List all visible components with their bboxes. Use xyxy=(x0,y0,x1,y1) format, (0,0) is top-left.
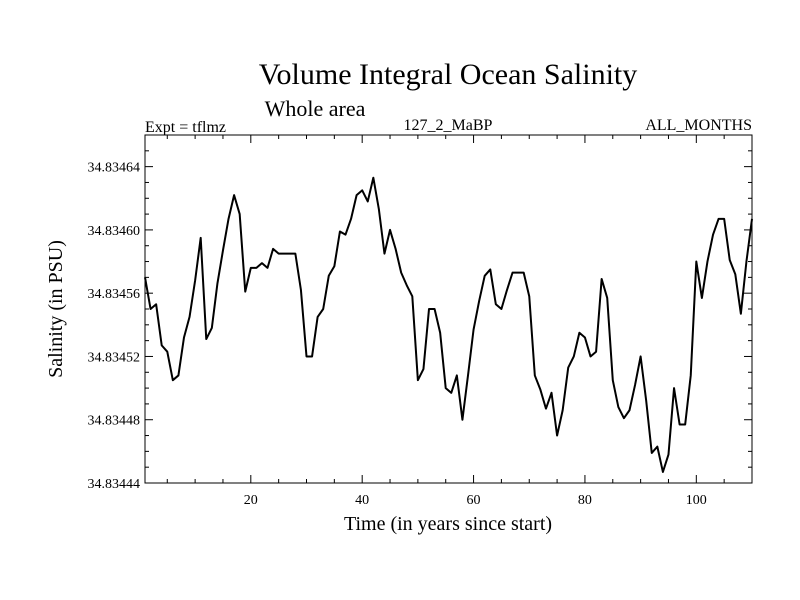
y-tick-label: 34.83460 xyxy=(88,224,141,239)
x-tick-label: 20 xyxy=(244,493,258,508)
salinity-series-line xyxy=(144,176,753,473)
x-tick-label: 40 xyxy=(355,493,369,508)
y-axis-label: Salinity (in PSU) xyxy=(45,240,67,378)
x-axis: 20 40 60 80 100 xyxy=(166,135,753,508)
x-axis-label: Time (in years since start) xyxy=(344,513,552,535)
y-axis: 34.83444 34.83448 34.83452 34.83456 34.83460… xyxy=(88,134,752,492)
y-tick-label: 34.83464 xyxy=(88,161,141,176)
chart-title: Volume Integral Ocean Salinity xyxy=(259,58,638,91)
months-label: ALL_MONTHS xyxy=(645,117,752,134)
run-label: 127_2_MaBP xyxy=(404,117,493,134)
y-tick-label: 34.83452 xyxy=(88,350,141,365)
y-tick-label: 34.83444 xyxy=(88,477,141,492)
x-tick-label: 100 xyxy=(686,493,707,508)
y-tick-label: 34.83456 xyxy=(88,287,141,302)
series-layer xyxy=(144,176,753,473)
experiment-label: Expt = tflmz xyxy=(145,119,226,136)
chart-subtitle: Whole area xyxy=(265,96,366,121)
plot-frame xyxy=(144,134,753,484)
y-tick-label: 34.83448 xyxy=(88,414,141,429)
x-tick-label: 60 xyxy=(467,493,481,508)
x-tick-label: 80 xyxy=(578,493,592,508)
